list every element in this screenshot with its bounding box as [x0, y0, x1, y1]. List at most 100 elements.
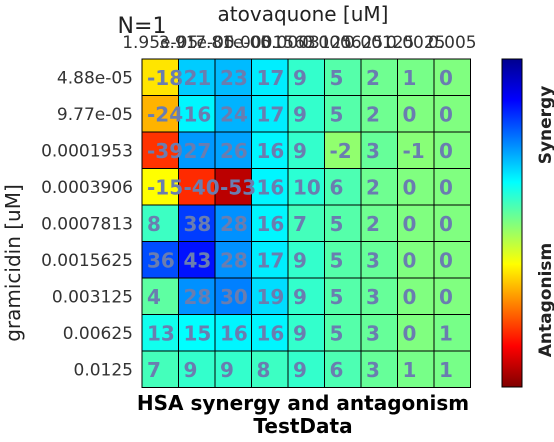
heatmap-cell-value: 3 [366, 322, 380, 346]
x-tick-labels: 1.95e-053.91e-057.81e-050.00015630.00031… [122, 33, 476, 53]
heatmap-cell-value: 16 [257, 176, 285, 200]
heatmap-cell [360, 95, 398, 133]
colorbar [501, 58, 523, 388]
heatmap-cell-value: 0 [439, 212, 453, 236]
x-tick-label: 3.91e-05 [159, 33, 235, 53]
heatmap-cell [251, 314, 289, 352]
heatmap-cell [397, 131, 435, 169]
heatmap-cell-value: 21 [184, 66, 212, 90]
heatmap-cell-value: 0 [403, 285, 417, 309]
heatmap-cell-value: 9 [184, 358, 198, 382]
heatmap-cell-value: 7 [147, 358, 161, 382]
heatmap-cell-value: 28 [220, 249, 248, 273]
heatmap-cell-labels: -18 21 23 17 9 5 2 1 0-24 16 24 17 9 5 2 0 0-39 27 26 16 9 -2… [147, 66, 453, 382]
heatmap-cell-value: 8 [147, 212, 161, 236]
heatmap-cell [397, 350, 435, 388]
heatmap-cell-value: 9 [293, 139, 307, 163]
heatmap-cell-value: -40 [184, 176, 220, 200]
heatmap-cell-value: 2 [366, 103, 380, 127]
heatmap-cell-value: -2 [330, 139, 352, 163]
heatmap-cell [287, 314, 325, 352]
heatmap-cell [287, 131, 325, 169]
heatmap-cell-value: 28 [220, 212, 248, 236]
heatmap-cell-value: 5 [330, 212, 344, 236]
y-tick-label: 9.77e-05 [57, 105, 133, 125]
heatmap-cell-value: 2 [366, 212, 380, 236]
y-tick-label: 0.0015625 [41, 251, 133, 271]
heatmap-cell [360, 131, 398, 169]
heatmap-cell [287, 168, 325, 206]
heatmap-cell-value: 2 [366, 66, 380, 90]
heatmap-cell-value: 0 [439, 285, 453, 309]
heatmap-cell [141, 314, 179, 352]
y-tick-label: 0.0001953 [41, 141, 133, 161]
heatmap-cell-value: 0 [403, 249, 417, 273]
heatmap-cell-value: 19 [257, 285, 285, 309]
heatmap-cell [397, 314, 435, 352]
heatmap-cell-value: 5 [330, 285, 344, 309]
heatmap-cell [214, 58, 252, 96]
heatmap-cell [397, 58, 435, 96]
heatmap-cell [433, 95, 471, 133]
heatmap-cell [397, 95, 435, 133]
heatmap-cell-value: 0 [439, 176, 453, 200]
heatmap-cell-value: -53 [220, 176, 256, 200]
heatmap-cell-value: 43 [184, 249, 212, 273]
heatmap-cell-value: 2 [366, 176, 380, 200]
heatmap-cell-value: -15 [147, 176, 183, 200]
heatmap-cell [360, 168, 398, 206]
heatmap-cell-value: 5 [330, 66, 344, 90]
heatmap-cell [214, 131, 252, 169]
heatmap-cell-value: 8 [257, 358, 271, 382]
x-tick-label: 0.0025 [386, 33, 445, 53]
heatmap-cell-value: 3 [366, 285, 380, 309]
heatmap-cell [287, 350, 325, 388]
x-tick-label: 0.00125 [344, 33, 414, 53]
heatmap-cell [251, 168, 289, 206]
y-tick-labels: 4.88e-05 9.77e-05 0.0001953 0.0003906 0.0007… [41, 68, 133, 380]
heatmap-cell-value: 1 [439, 322, 453, 346]
x-tick-label: 7.81e-05 [195, 33, 271, 53]
heatmap-cell [141, 131, 179, 169]
heatmap-cell [214, 314, 252, 352]
heatmap-cell-value: 24 [220, 103, 248, 127]
heatmap-cell-value: -39 [147, 139, 183, 163]
heatmap-cell-value: 0 [439, 139, 453, 163]
heatmap-cell [251, 277, 289, 315]
heatmap-cell [433, 350, 471, 388]
heatmap-cell-value: 16 [184, 103, 212, 127]
heatmap-cell-value: 30 [220, 285, 248, 309]
heatmap-cell-value: 0 [439, 66, 453, 90]
x-tick-label: 0.005 [428, 33, 477, 53]
heatmap-cell [214, 277, 252, 315]
heatmap-cell-value: 9 [293, 66, 307, 90]
x-tick-label: 0.000625 [302, 33, 383, 53]
heatmap-cell [433, 168, 471, 206]
heatmap-cell-value: 6 [330, 358, 344, 382]
heatmap-cell-value: 9 [293, 249, 307, 273]
chart-subtitle: TestData [253, 414, 352, 437]
y-tick-label: 0.00625 [63, 324, 133, 344]
heatmap-cell [324, 314, 362, 352]
heatmap-cell [214, 204, 252, 242]
colorbar-label-synergy: Synergy [536, 86, 554, 165]
colorbar-label-antagonism: Antagonism [536, 243, 554, 357]
heatmap-cell-value: -24 [147, 103, 183, 127]
x-axis-label: atovaquone [uM] [218, 2, 389, 26]
heatmap-cell [433, 131, 471, 169]
heatmap-cell [324, 58, 362, 96]
heatmap-cell [324, 350, 362, 388]
heatmap-cell-value: 0 [439, 249, 453, 273]
heatmap-cell-value: 17 [257, 249, 285, 273]
heatmap-cell-value: 0 [439, 103, 453, 127]
heatmap-cell-value: 13 [147, 322, 175, 346]
heatmap-cell-value: 0 [403, 212, 417, 236]
heatmap-cell-value: 1 [403, 66, 417, 90]
heatmap-cell-value: 0 [403, 103, 417, 127]
heatmap-cell-value: 3 [366, 139, 380, 163]
heatmap-cell-value: 0 [403, 176, 417, 200]
heatmap-cell-value: 17 [257, 103, 285, 127]
heatmap-cell-value: 1 [439, 358, 453, 382]
y-tick-label: 0.0007813 [41, 214, 133, 234]
